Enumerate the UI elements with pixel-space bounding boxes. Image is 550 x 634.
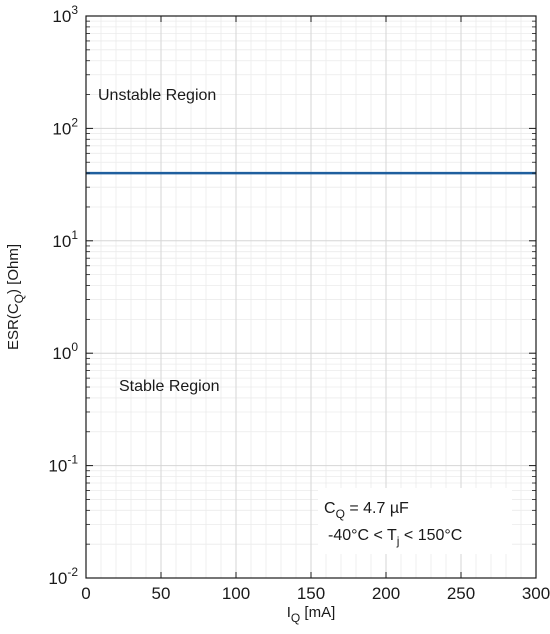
x-tick-label: 200 bbox=[372, 584, 400, 603]
y-tick-labels: 10-2 10-1 100 101 102 103 bbox=[48, 3, 78, 588]
stable-region-label: Stable Region bbox=[119, 378, 220, 395]
y-tick-label: 10-1 bbox=[48, 453, 78, 476]
x-tick-label: 50 bbox=[152, 584, 171, 603]
y-tick-label: 103 bbox=[52, 3, 78, 26]
tick-marks bbox=[85, 15, 537, 579]
x-tick-label: 0 bbox=[81, 584, 90, 603]
x-axis-label: IQ [mA] bbox=[287, 604, 336, 625]
y-axis-label: ESR(CQ) [Ohm] bbox=[5, 244, 26, 350]
x-tick-label: 150 bbox=[297, 584, 325, 603]
x-tick-labels: 0 50 100 150 200 250 300 bbox=[81, 584, 550, 603]
y-tick-label: 10-2 bbox=[48, 565, 78, 588]
temperature-annotation: -40°C < Tj < 150°C bbox=[328, 527, 462, 548]
unstable-region-label: Unstable Region bbox=[98, 87, 216, 104]
x-tick-label: 300 bbox=[522, 584, 550, 603]
capacitance-annotation: CQ = 4.7 µF bbox=[324, 500, 409, 521]
annotation-box bbox=[318, 488, 512, 554]
x-tick-label: 250 bbox=[447, 584, 475, 603]
y-tick-label: 100 bbox=[52, 340, 78, 363]
y-tick-label: 102 bbox=[52, 115, 78, 138]
x-tick-label: 100 bbox=[222, 584, 250, 603]
y-tick-label: 101 bbox=[52, 228, 78, 251]
